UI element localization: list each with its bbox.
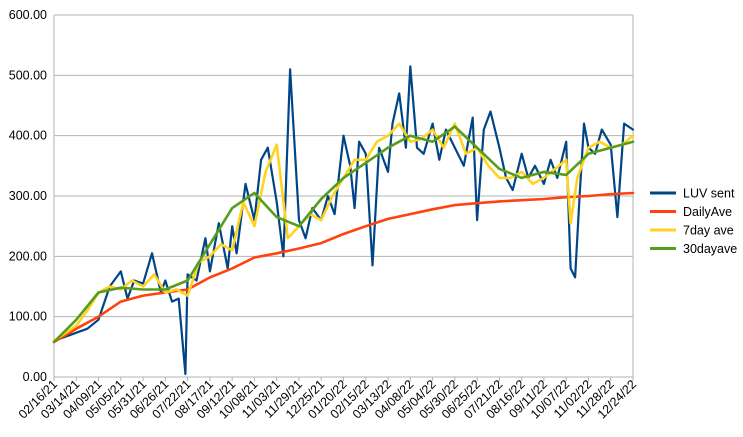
y-tick-label: 100.00 xyxy=(9,310,47,324)
plot-frame xyxy=(53,15,634,377)
series-line-7day-ave xyxy=(52,122,635,343)
series-lines xyxy=(52,65,635,376)
y-tick-label: 0.00 xyxy=(23,370,47,384)
series-line-dailyave xyxy=(52,191,635,344)
y-tick-label: 200.00 xyxy=(9,249,47,263)
legend-label-7day-ave: 7day ave xyxy=(683,224,734,238)
y-tick-label: 500.00 xyxy=(9,68,47,82)
y-tick-label: 300.00 xyxy=(9,189,47,203)
legend-label-dailyave: DailyAve xyxy=(683,205,732,219)
y-tick-label: 600.00 xyxy=(9,8,47,22)
series-line-30dayave xyxy=(52,125,635,344)
legend: LUV sent DailyAve 7day ave 30dayave xyxy=(650,187,737,256)
series-line-luv-sent xyxy=(52,65,635,376)
legend-label-luv-sent: LUV sent xyxy=(683,187,735,201)
y-axis-tick-labels: 0.00 100.00 200.00 300.00 400.00 500.00 600.00 xyxy=(9,8,47,384)
y-tick-label: 400.00 xyxy=(9,129,47,143)
legend-label-30dayave: 30dayave xyxy=(683,242,737,256)
